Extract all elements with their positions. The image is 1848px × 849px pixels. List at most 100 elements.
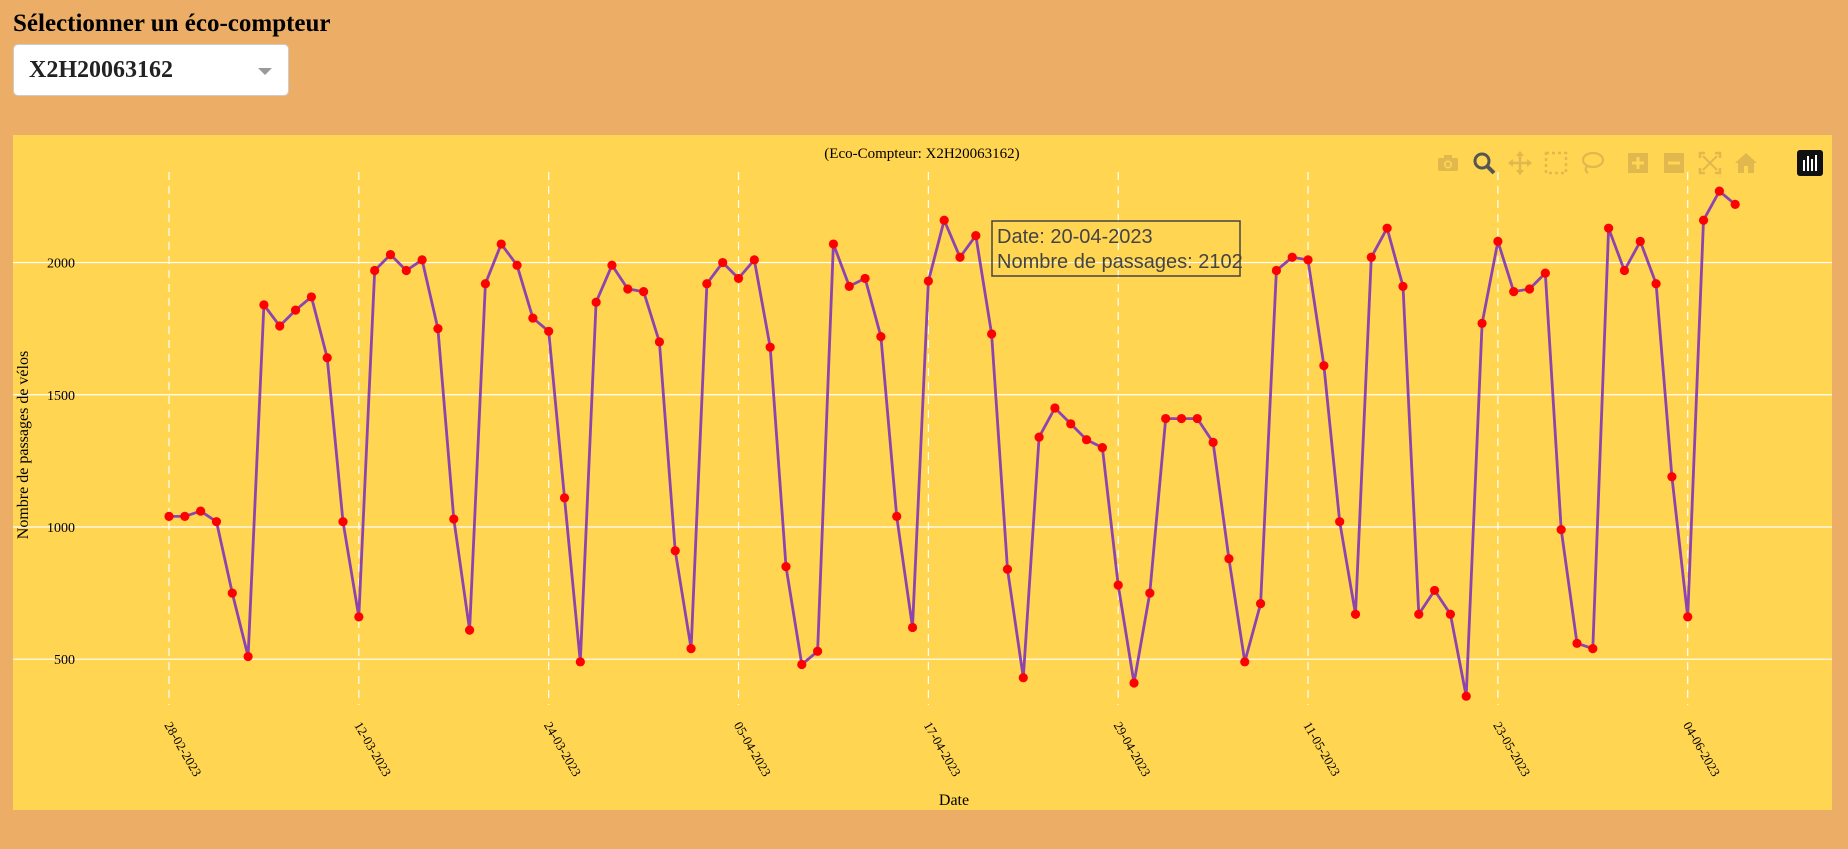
data-point[interactable] [1097,443,1107,453]
data-point[interactable] [1604,223,1614,233]
data-point[interactable] [781,562,791,572]
data-point[interactable] [1445,609,1456,619]
data-point[interactable] [370,265,380,276]
data-point[interactable] [512,260,522,270]
data-point[interactable] [1129,678,1139,688]
data-point[interactable] [892,511,902,521]
data-point[interactable] [496,239,506,249]
data-point[interactable] [813,646,823,656]
data-point[interactable] [338,517,348,527]
data-point[interactable] [749,255,759,265]
data-point[interactable] [1208,437,1218,447]
data-point[interactable] [1192,413,1202,424]
data-point[interactable] [1002,564,1013,574]
data-point[interactable] [1350,609,1361,619]
zoom-out-icon[interactable] [1661,150,1687,176]
data-point[interactable] [1730,199,1740,209]
data-point[interactable] [1066,419,1076,429]
data-point[interactable] [196,506,206,516]
data-point[interactable] [1081,435,1092,445]
data-point[interactable] [654,337,665,347]
data-point[interactable] [987,329,997,339]
data-point[interactable] [591,297,601,307]
data-point[interactable] [670,546,680,556]
home-icon[interactable] [1733,150,1759,176]
data-point[interactable] [1540,268,1550,278]
data-point[interactable] [559,493,570,503]
data-point[interactable] [923,276,933,286]
data-point[interactable] [623,284,633,294]
data-point[interactable] [1509,287,1519,297]
data-point[interactable] [844,281,854,291]
plot-background[interactable] [13,135,1832,810]
data-point[interactable] [1698,215,1709,225]
data-point[interactable] [1050,403,1060,413]
data-point[interactable] [1287,252,1297,262]
data-point[interactable] [955,252,965,262]
data-point[interactable] [1366,252,1376,262]
data-point[interactable] [1398,281,1408,291]
data-point[interactable] [306,292,316,302]
data-point[interactable] [797,659,807,670]
data-point[interactable] [971,230,981,241]
data-point[interactable] [702,279,712,289]
data-point[interactable] [1477,318,1487,328]
data-point[interactable] [1572,638,1582,648]
eco-counter-dropdown[interactable]: X2H20063162 [13,44,289,96]
data-point[interactable] [1493,236,1503,246]
data-point[interactable] [1018,673,1028,683]
data-point[interactable] [686,644,696,654]
zoom-icon[interactable] [1471,150,1497,176]
data-point[interactable] [1683,612,1693,622]
data-point[interactable] [528,313,538,323]
zoom-in-icon[interactable] [1625,150,1651,176]
data-point[interactable] [1161,413,1171,424]
data-point[interactable] [401,265,411,276]
data-point[interactable] [1335,517,1345,527]
data-point[interactable] [1461,691,1471,701]
data-point[interactable] [1430,585,1440,596]
data-point[interactable] [1635,236,1645,246]
data-point[interactable] [907,622,918,633]
data-point[interactable] [275,321,285,331]
data-point[interactable] [464,625,475,635]
autoscale-icon[interactable] [1697,150,1723,176]
data-point[interactable] [449,514,459,524]
data-point[interactable] [1382,223,1392,233]
camera-icon[interactable] [1435,150,1461,176]
data-point[interactable] [480,279,490,289]
data-point[interactable] [1619,265,1630,276]
data-point[interactable] [1714,186,1724,196]
data-point[interactable] [433,324,443,334]
pan-icon[interactable] [1507,150,1533,176]
plotly-logo-icon[interactable] [1797,150,1823,176]
data-point[interactable] [290,305,301,315]
data-point[interactable] [227,588,237,598]
data-point[interactable] [828,239,839,249]
data-point[interactable] [1034,432,1044,442]
data-point[interactable] [1524,284,1535,294]
data-point[interactable] [1414,609,1424,619]
data-point[interactable] [607,260,617,270]
data-point[interactable] [860,273,870,284]
data-point[interactable] [765,342,775,352]
data-point[interactable] [417,255,427,265]
data-point[interactable] [1255,599,1266,609]
data-point[interactable] [180,511,190,521]
data-point[interactable] [733,273,744,284]
data-point[interactable] [575,657,585,667]
data-point[interactable] [1224,554,1234,564]
data-point[interactable] [1319,361,1329,371]
data-point[interactable] [639,287,649,297]
chevron-down-icon[interactable] [258,68,272,75]
data-point[interactable] [1271,265,1281,276]
data-point[interactable] [385,250,396,260]
data-point[interactable] [1303,255,1313,265]
data-point[interactable] [1556,525,1566,535]
data-point[interactable] [1588,644,1598,654]
data-point[interactable] [1176,413,1187,424]
data-point[interactable] [939,215,949,225]
box-select-icon[interactable] [1543,150,1569,176]
data-point[interactable] [1113,580,1123,590]
